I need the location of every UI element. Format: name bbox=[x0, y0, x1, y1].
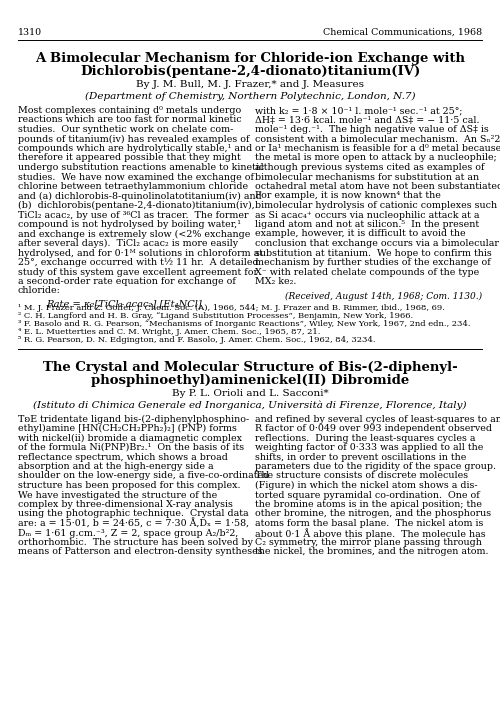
Text: therefore it appeared possible that they might: therefore it appeared possible that they… bbox=[18, 154, 241, 162]
Text: By P. L. Orioli and L. Sacconi*: By P. L. Orioli and L. Sacconi* bbox=[172, 388, 328, 398]
Text: complex by three-dimensional X-ray analysis: complex by three-dimensional X-ray analy… bbox=[18, 500, 233, 509]
Text: mole⁻¹ deg.⁻¹.  The high negative value of ΔS‡ is: mole⁻¹ deg.⁻¹. The high negative value o… bbox=[255, 125, 489, 134]
Text: (Istituto di Chimica Generale ed Inorganica, Università di Firenze, Florence, It: (Istituto di Chimica Generale ed Inorgan… bbox=[33, 401, 467, 410]
Text: C₂ symmetry, the mirror plane passing through: C₂ symmetry, the mirror plane passing th… bbox=[255, 538, 482, 547]
Text: orthorhombic.  The structure has been solved by: orthorhombic. The structure has been sol… bbox=[18, 538, 253, 547]
Text: phosphinoethyl)aminenickel(II) Dibromide: phosphinoethyl)aminenickel(II) Dibromide bbox=[91, 373, 409, 386]
Text: reflections.  During the least-squares cycles a: reflections. During the least-squares cy… bbox=[255, 433, 476, 443]
Text: X⁻ with related chelate compounds of the type: X⁻ with related chelate compounds of the… bbox=[255, 267, 479, 277]
Text: TʚE tridentate ligand bis-(2-diphenylphosphino-: TʚE tridentate ligand bis-(2-diphenylpho… bbox=[18, 414, 249, 424]
Text: Dichlorobis(pentane-2,4-dionato)titanium(IV): Dichlorobis(pentane-2,4-dionato)titanium… bbox=[80, 65, 420, 78]
Text: and exchange is extremely slow (<2% exchange: and exchange is extremely slow (<2% exch… bbox=[18, 230, 250, 239]
Text: the nickel, the bromines, and the nitrogen atom.: the nickel, the bromines, and the nitrog… bbox=[255, 547, 488, 557]
Text: chloride:: chloride: bbox=[18, 287, 61, 295]
Text: as Si acac₄⁺ occurs via nucleophilic attack at a: as Si acac₄⁺ occurs via nucleophilic att… bbox=[255, 211, 480, 219]
Text: ligand atom and not at silicon.⁵  In the present: ligand atom and not at silicon.⁵ In the … bbox=[255, 220, 479, 229]
Text: ² C. H. Langford and H. B. Gray, “Ligand Substitution Processes”, Benjamin, New : ² C. H. Langford and H. B. Gray, “Ligand… bbox=[18, 313, 413, 321]
Text: conclusion that exchange occurs via a bimolecular: conclusion that exchange occurs via a bi… bbox=[255, 239, 499, 248]
Text: although previous systems cited as examples of: although previous systems cited as examp… bbox=[255, 163, 484, 172]
Text: structure has been proposed for this complex.: structure has been proposed for this com… bbox=[18, 481, 240, 490]
Text: ³ F. Basolo and R. G. Pearson, “Mechanisms of Inorganic Reactions”, Wiley, New Y: ³ F. Basolo and R. G. Pearson, “Mechanis… bbox=[18, 320, 470, 328]
Text: ethyl)amine [HN(CH₂CH₂PPh₂)₂] (PNP) forms: ethyl)amine [HN(CH₂CH₂PPh₂)₂] (PNP) form… bbox=[18, 424, 237, 433]
Text: compounds which are hydrolytically stable,¹ and: compounds which are hydrolytically stabl… bbox=[18, 144, 252, 153]
Text: means of Patterson and electron-density syntheses: means of Patterson and electron-density … bbox=[18, 547, 262, 557]
Text: (b)  dichlorobis(pentane-2,4-dionato)titanium(iv),: (b) dichlorobis(pentane-2,4-dionato)tita… bbox=[18, 201, 255, 210]
Text: Rate = κ₂[TiCl₂ acac₂] [Et₄NCl]: Rate = κ₂[TiCl₂ acac₂] [Et₄NCl] bbox=[46, 299, 202, 308]
Text: shifts, in order to prevent oscillations in the: shifts, in order to prevent oscillations… bbox=[255, 453, 466, 461]
Text: parameters due to the rigidity of the space group.: parameters due to the rigidity of the sp… bbox=[255, 462, 496, 471]
Text: studies.  We have now examined the exchange of: studies. We have now examined the exchan… bbox=[18, 173, 254, 181]
Text: torted square pyramidal co-ordination.  One of: torted square pyramidal co-ordination. O… bbox=[255, 490, 480, 500]
Text: substitution at titanium.  We hope to confirm this: substitution at titanium. We hope to con… bbox=[255, 248, 492, 258]
Text: weighting factor of 0·333 was applied to all the: weighting factor of 0·333 was applied to… bbox=[255, 443, 484, 452]
Text: a second-order rate equation for exchange of: a second-order rate equation for exchang… bbox=[18, 277, 236, 286]
Text: 25°, exchange occurred with t½ 11 hr.  A detailed: 25°, exchange occurred with t½ 11 hr. A … bbox=[18, 258, 258, 267]
Text: the bromine atoms is in the apical position; the: the bromine atoms is in the apical posit… bbox=[255, 500, 482, 509]
Text: and refined by several cycles of least-squares to an: and refined by several cycles of least-s… bbox=[255, 414, 500, 424]
Text: ⁴ E. L. Muetterties and C. M. Wright, J. Amer. Chem. Soc., 1965, 87, 21.: ⁴ E. L. Muetterties and C. M. Wright, J.… bbox=[18, 328, 320, 336]
Text: example, however, it is difficult to avoid the: example, however, it is difficult to avo… bbox=[255, 230, 466, 238]
Text: MX₂ ke₂.: MX₂ ke₂. bbox=[255, 277, 296, 286]
Text: The structure consists of discrete molecules: The structure consists of discrete molec… bbox=[255, 471, 468, 481]
Text: other bromine, the nitrogen, and the phosphorus: other bromine, the nitrogen, and the pho… bbox=[255, 510, 491, 518]
Text: The Crystal and Molecular Structure of Bis-(2-diphenyl-: The Crystal and Molecular Structure of B… bbox=[42, 360, 458, 373]
Text: using the photographic technique.  Crystal data: using the photographic technique. Crysta… bbox=[18, 510, 248, 518]
Text: Chemical Communications, 1968: Chemical Communications, 1968 bbox=[323, 28, 482, 37]
Text: Dₘ = 1·61 g.cm.⁻³, Z = 2, space group A₂/b²2,: Dₘ = 1·61 g.cm.⁻³, Z = 2, space group A₂… bbox=[18, 529, 238, 537]
Text: studies.  Our synthetic work on chelate com-: studies. Our synthetic work on chelate c… bbox=[18, 125, 234, 134]
Text: atoms form the basal plane.  The nickel atom is: atoms form the basal plane. The nickel a… bbox=[255, 519, 484, 528]
Text: undergo substitution reactions amenable to kinetic: undergo substitution reactions amenable … bbox=[18, 163, 264, 172]
Text: bimolecular hydrolysis of cationic complexes such: bimolecular hydrolysis of cationic compl… bbox=[255, 201, 497, 210]
Text: and (a) dichlorobis-8-quinolinolatotitanium(iv) and: and (a) dichlorobis-8-quinolinolatotitan… bbox=[18, 191, 262, 201]
Text: consistent with a bimolecular mechanism.  An Sₙ²2: consistent with a bimolecular mechanism.… bbox=[255, 134, 500, 144]
Text: A Bimolecular Mechanism for Chloride-ion Exchange with: A Bimolecular Mechanism for Chloride-ion… bbox=[35, 52, 465, 65]
Text: ΔH‡ = 13·6 kcal. mole⁻¹ and ΔS‡ = − 11·5 cal.: ΔH‡ = 13·6 kcal. mole⁻¹ and ΔS‡ = − 11·5… bbox=[255, 116, 480, 124]
Text: the metal is more open to attack by a nucleophile;: the metal is more open to attack by a nu… bbox=[255, 154, 497, 162]
Text: reflectance spectrum, which shows a broad: reflectance spectrum, which shows a broa… bbox=[18, 453, 228, 461]
Text: compound is not hydrolysed by boiling water,¹: compound is not hydrolysed by boiling wa… bbox=[18, 220, 241, 229]
Text: of the formula Ni(PNP)Br₂.¹  On the basis of its: of the formula Ni(PNP)Br₂.¹ On the basis… bbox=[18, 443, 244, 452]
Text: 1310: 1310 bbox=[18, 28, 42, 37]
Text: with nickel(ii) bromide a diamagnetic complex: with nickel(ii) bromide a diamagnetic co… bbox=[18, 433, 242, 443]
Text: absorption and at the high-energy side a: absorption and at the high-energy side a bbox=[18, 462, 214, 471]
Text: hydrolysed, and for 0·1ᴹ solutions in chloroform at: hydrolysed, and for 0·1ᴹ solutions in ch… bbox=[18, 248, 263, 258]
Text: We have investigated the structure of the: We have investigated the structure of th… bbox=[18, 490, 217, 500]
Text: chlorine between tetraethylammonium chloride: chlorine between tetraethylammonium chlo… bbox=[18, 182, 248, 191]
Text: with k₂ = 1·8 × 10⁻¹ l. mole⁻¹ sec.⁻¹ at 25°;: with k₂ = 1·8 × 10⁻¹ l. mole⁻¹ sec.⁻¹ at… bbox=[255, 106, 462, 115]
Text: bimolecular mechanisms for substitution at an: bimolecular mechanisms for substitution … bbox=[255, 173, 479, 181]
Text: Most complexes containing d⁰ metals undergo: Most complexes containing d⁰ metals unde… bbox=[18, 106, 241, 115]
Text: mechanism by further studies of the exchange of: mechanism by further studies of the exch… bbox=[255, 258, 491, 267]
Text: ¹ M. J. Frazer and Z. Golfer, J. Chem. Soc. (A), 1966, 544; M. J. Frazer and B. : ¹ M. J. Frazer and Z. Golfer, J. Chem. S… bbox=[18, 305, 445, 313]
Text: pounds of titanium(iv) has revealed examples of: pounds of titanium(iv) has revealed exam… bbox=[18, 134, 250, 144]
Text: are: a = 15·01, b = 24·65, c = 7·30 Å,Dₓ = 1·58,: are: a = 15·01, b = 24·65, c = 7·30 Å,Dₓ… bbox=[18, 519, 249, 529]
Text: reactions which are too fast for normal kinetic: reactions which are too fast for normal … bbox=[18, 116, 242, 124]
Text: or Ia¹ mechanism is feasible for a d⁰ metal because: or Ia¹ mechanism is feasible for a d⁰ me… bbox=[255, 144, 500, 153]
Text: shoulder on the low-energy side, a five-co-ordinated: shoulder on the low-energy side, a five-… bbox=[18, 471, 269, 481]
Text: after several days).  TiCl₂ acac₂ is more easily: after several days). TiCl₂ acac₂ is more… bbox=[18, 239, 238, 248]
Text: R factor of 0·049 over 993 independent observed: R factor of 0·049 over 993 independent o… bbox=[255, 424, 492, 433]
Text: By J. M. Bull, M. J. Frazer,* and J. Measures: By J. M. Bull, M. J. Frazer,* and J. Mea… bbox=[136, 80, 364, 89]
Text: about 0·1 Å above this plane.  The molecule has: about 0·1 Å above this plane. The molecu… bbox=[255, 529, 486, 539]
Text: TiCl₂ acac₂, by use of ³⁶Cl as tracer.  The former: TiCl₂ acac₂, by use of ³⁶Cl as tracer. T… bbox=[18, 211, 248, 219]
Text: (Figure) in which the nickel atom shows a dis-: (Figure) in which the nickel atom shows … bbox=[255, 481, 478, 490]
Text: octahedral metal atom have not been substantiated.³: octahedral metal atom have not been subs… bbox=[255, 182, 500, 191]
Text: (Department of Chemistry, Northern Polytechnic, London, N.7): (Department of Chemistry, Northern Polyt… bbox=[85, 92, 415, 101]
Text: ⁵ R. G. Pearson, D. N. Edgington, and F. Basolo, J. Amer. Chem. Soc., 1962, 84, : ⁵ R. G. Pearson, D. N. Edgington, and F.… bbox=[18, 336, 376, 344]
Text: (Received, August 14th, 1968; Com. 1130.): (Received, August 14th, 1968; Com. 1130.… bbox=[285, 292, 482, 300]
Text: For example, it is now known⁴ that the: For example, it is now known⁴ that the bbox=[255, 191, 441, 201]
Text: study of this system gave excellent agreement for: study of this system gave excellent agre… bbox=[18, 267, 258, 277]
